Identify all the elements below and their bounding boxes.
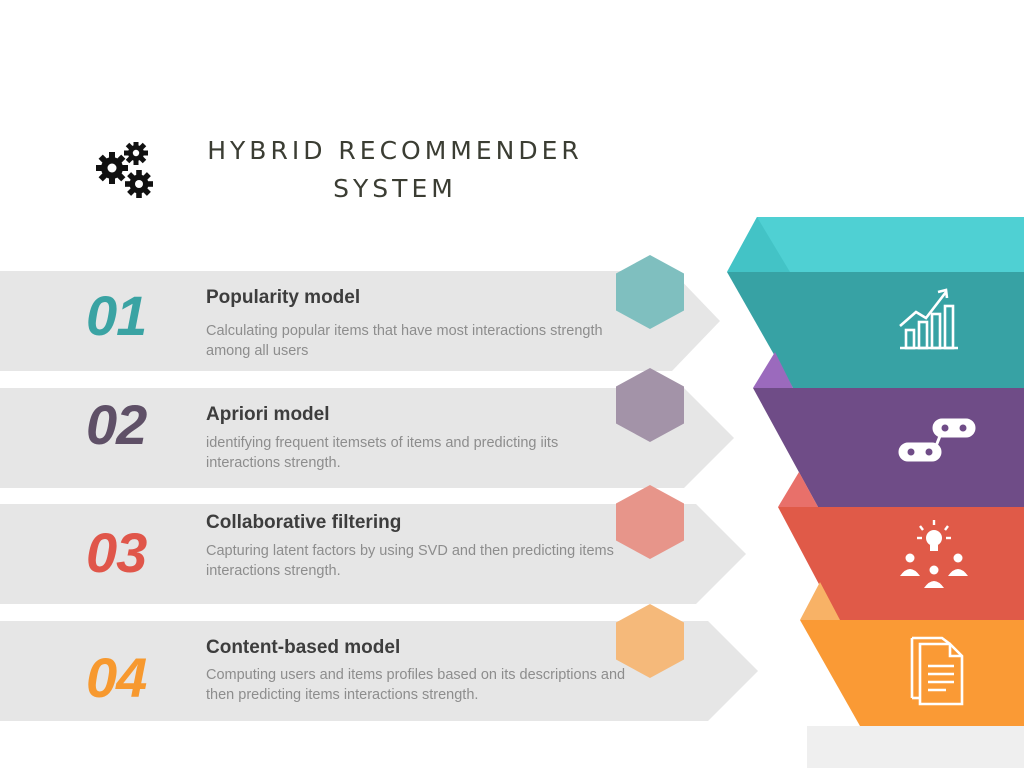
step-row-3: 03 Collaborative filtering Capturing lat… — [0, 504, 760, 604]
hexagon-2 — [616, 368, 684, 442]
step-title-4: Content-based model — [206, 637, 401, 658]
step-title-1: Popularity model — [206, 287, 361, 308]
funnel-tier-1 — [727, 272, 1024, 388]
hexagon-4 — [616, 604, 684, 678]
bar-chart-growth-icon — [896, 286, 960, 350]
step-number-4: 04 — [86, 646, 147, 709]
step-title-2: Apriori model — [206, 404, 330, 425]
linked-items-icon — [898, 416, 976, 480]
step-number-2: 02 — [86, 393, 147, 456]
step-row-2: 02 Apriori model identifying frequent it… — [0, 388, 760, 488]
page-title: HYBRID RECOMMENDER SYSTEM — [160, 132, 630, 208]
funnel-tier-2 — [753, 388, 1024, 507]
step-number-1: 01 — [86, 284, 147, 347]
hexagon-1 — [616, 255, 684, 329]
idea-people-icon — [898, 518, 968, 588]
step-description-4: Computing users and items profiles based… — [206, 667, 626, 703]
step-row-1: 01 Popularity model Calculating popular … — [0, 271, 760, 371]
step-description-2: identifying frequent itemsets of items a… — [206, 435, 559, 471]
title-line-1: HYBRID RECOMMENDER — [207, 136, 583, 165]
corner-block — [807, 726, 1024, 768]
step-number-3: 03 — [86, 521, 147, 584]
funnel-tier-1-top — [727, 217, 1024, 272]
hexagon-3 — [616, 485, 684, 559]
title-line-2: SYSTEM — [333, 174, 457, 203]
step-description-3: Capturing latent factors by using SVD an… — [206, 543, 614, 579]
step-row-4: 04 Content-based model Computing users a… — [0, 621, 760, 721]
document-icon — [906, 636, 970, 706]
step-title-3: Collaborative filtering — [206, 512, 402, 533]
step-description-1: Calculating popular items that have most… — [206, 323, 603, 359]
gears-icon — [94, 141, 156, 202]
